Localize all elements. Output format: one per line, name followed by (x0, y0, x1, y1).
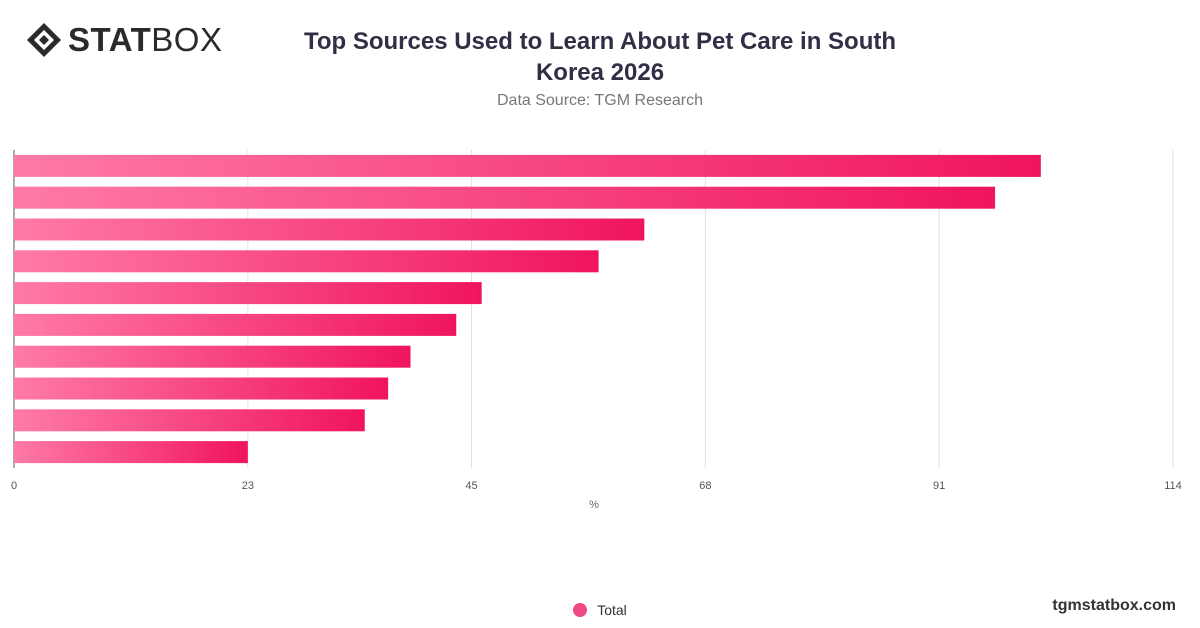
x-tick-label: 0 (11, 480, 17, 492)
legend-label: Total (597, 602, 627, 618)
bar[interactable] (14, 186, 996, 209)
bar[interactable] (14, 313, 457, 336)
x-tick-label: 91 (933, 480, 945, 492)
bar[interactable] (14, 250, 599, 273)
bar[interactable] (14, 441, 248, 464)
bar[interactable] (14, 409, 365, 432)
logo-text-bold: STAT (68, 21, 152, 58)
statbox-logo: STATBOX (26, 22, 222, 58)
legend-marker (573, 603, 588, 617)
footer-site: tgmstatbox.com (1052, 597, 1176, 614)
x-axis-label: % (589, 499, 599, 511)
logo-wordmark: STATBOX (68, 22, 222, 58)
x-tick-label: 23 (242, 480, 254, 492)
bar[interactable] (14, 377, 389, 400)
x-tick-label: 68 (699, 480, 711, 492)
chart-subtitle: Data Source: TGM Research (496, 92, 703, 109)
bar[interactable] (14, 154, 1041, 177)
statbox-diamond-icon (27, 23, 61, 57)
chart-legend[interactable]: Total (0, 602, 1200, 618)
logo-text-light: BOX (151, 21, 223, 58)
x-tick-label: 45 (465, 480, 477, 492)
bar[interactable] (14, 345, 411, 368)
x-tick-label: 114 (1164, 480, 1182, 492)
bar[interactable] (14, 282, 482, 305)
bar[interactable] (14, 218, 645, 241)
chart-title: Top Sources Used to Learn About Pet Care… (303, 28, 897, 86)
